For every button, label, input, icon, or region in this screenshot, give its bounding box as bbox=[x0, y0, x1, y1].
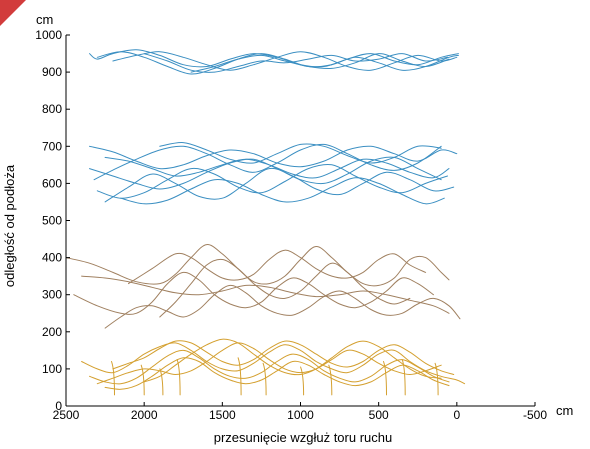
trace-layer bbox=[66, 50, 465, 390]
trace-line bbox=[105, 358, 449, 390]
corner-mark bbox=[0, 0, 26, 26]
y-axis-unit: cm bbox=[36, 12, 53, 27]
trace-line bbox=[90, 157, 442, 189]
y-tick-label: 900 bbox=[42, 65, 62, 79]
spike-mark bbox=[301, 367, 304, 395]
y-tick-label: 100 bbox=[42, 362, 62, 376]
trace-line bbox=[160, 143, 441, 164]
spike-mark bbox=[160, 369, 163, 395]
trace-line bbox=[97, 164, 447, 198]
trace-line bbox=[94, 144, 441, 179]
x-axis-label: przesunięcie wzgłuż toru ruchu bbox=[214, 430, 392, 445]
x-axis-unit: cm bbox=[556, 403, 573, 418]
y-tick-label: 800 bbox=[42, 102, 62, 116]
x-tick-label: 0 bbox=[453, 408, 460, 422]
y-tick-label: 700 bbox=[42, 139, 62, 153]
x-tick-label: 1000 bbox=[287, 408, 314, 422]
x-tick-label: -500 bbox=[523, 408, 547, 422]
x-axis-ticks: 2500 2000 1500 1000 500 0 -500 bbox=[53, 402, 548, 422]
trace-line bbox=[66, 245, 449, 286]
trace-line bbox=[82, 343, 465, 384]
trace-line bbox=[121, 178, 445, 204]
y-tick-label: 300 bbox=[42, 288, 62, 302]
y-tick-label: 400 bbox=[42, 251, 62, 265]
trace-line bbox=[160, 259, 410, 317]
x-tick-label: 2500 bbox=[53, 408, 80, 422]
y-tick-label: 600 bbox=[42, 176, 62, 190]
spike-mark bbox=[238, 358, 241, 395]
trace-line bbox=[105, 285, 460, 328]
y-tick-label: 200 bbox=[42, 325, 62, 339]
x-tick-label: 1500 bbox=[209, 408, 236, 422]
y-axis-label: odległość od podłoża bbox=[2, 164, 17, 287]
spike-mark bbox=[329, 365, 332, 395]
x-tick-label: 2000 bbox=[131, 408, 158, 422]
y-tick-label: 500 bbox=[42, 214, 62, 228]
x-tick-label: 500 bbox=[369, 408, 389, 422]
y-tick-label: 1000 bbox=[35, 28, 62, 42]
spike-mark bbox=[177, 360, 180, 395]
